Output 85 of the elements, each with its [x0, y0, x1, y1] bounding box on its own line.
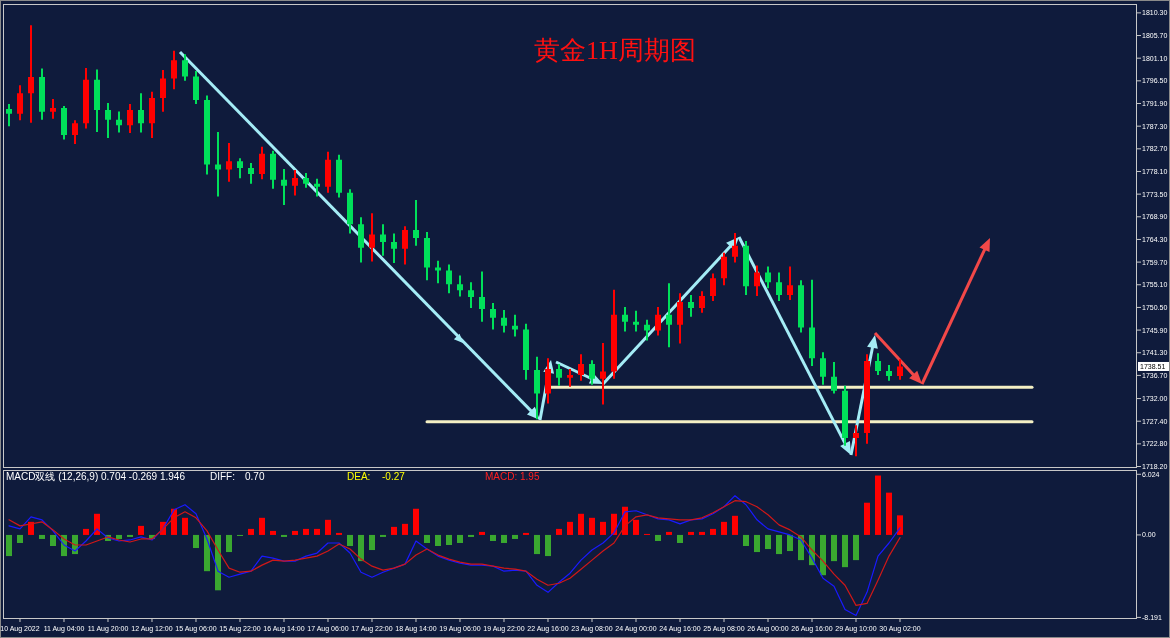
bar	[897, 515, 903, 535]
bar	[754, 534, 760, 553]
bar	[820, 534, 826, 576]
bar	[655, 534, 661, 541]
bar	[39, 534, 45, 539]
bar	[446, 534, 452, 546]
bar	[347, 534, 353, 547]
bar	[468, 534, 474, 537]
bar	[677, 534, 683, 543]
bar	[94, 513, 100, 535]
bar	[578, 513, 584, 535]
bar	[83, 528, 89, 535]
bar	[479, 531, 485, 535]
bar	[523, 532, 529, 535]
candlestick	[633, 310, 639, 332]
bar	[17, 534, 23, 543]
bar	[721, 521, 727, 535]
bar	[842, 534, 848, 568]
annotation: 1.95	[520, 470, 540, 482]
bar	[490, 534, 496, 541]
bar	[864, 502, 870, 535]
bar	[556, 528, 562, 535]
bar	[138, 525, 144, 535]
candlestick	[314, 178, 320, 197]
candlestick	[281, 169, 287, 205]
bar	[182, 517, 188, 535]
bar	[886, 492, 892, 535]
annotation: DEA:	[347, 470, 371, 482]
bar	[699, 531, 705, 535]
bar	[732, 515, 738, 535]
bar	[534, 534, 540, 555]
candlestick	[215, 132, 221, 197]
annotation: MACD:	[485, 470, 518, 482]
bar	[666, 531, 672, 535]
bar	[512, 534, 518, 539]
bar	[369, 534, 375, 551]
bar	[50, 534, 56, 547]
bar	[226, 534, 232, 553]
bar	[336, 532, 342, 535]
bar	[567, 521, 573, 535]
bar	[215, 534, 221, 591]
bar	[831, 534, 837, 562]
annotation: 0.70	[245, 470, 265, 482]
chart-title: MACD双线 (12,26,9) 0.704 -0.269 1.946	[6, 470, 186, 482]
bar	[204, 534, 210, 572]
bar	[600, 521, 606, 535]
bar	[787, 534, 793, 552]
bar	[270, 530, 276, 535]
bar	[424, 534, 430, 543]
bar	[259, 517, 265, 535]
candlestick	[600, 342, 606, 405]
bar	[776, 534, 782, 555]
bar	[611, 513, 617, 535]
bar	[413, 508, 419, 535]
bar	[589, 517, 595, 535]
bar	[875, 475, 881, 535]
bar	[633, 519, 639, 535]
bar	[457, 534, 463, 543]
candlestick	[666, 283, 672, 348]
bar	[358, 534, 364, 562]
bar	[710, 528, 716, 535]
bar	[325, 519, 331, 535]
bar	[391, 526, 397, 535]
bar	[501, 534, 507, 543]
bar	[743, 534, 749, 547]
bar	[688, 531, 694, 535]
bar	[545, 534, 551, 557]
bar	[314, 528, 320, 535]
bar	[248, 528, 254, 535]
bar	[402, 523, 408, 535]
bar	[281, 534, 287, 537]
bar	[6, 534, 12, 557]
text: 黄金1H周期图	[534, 35, 696, 65]
candlestick	[567, 368, 573, 387]
annotation: -0.27	[382, 470, 406, 482]
bar	[303, 528, 309, 535]
bar	[116, 534, 122, 539]
bar	[435, 534, 441, 547]
bar	[380, 534, 386, 537]
annotation: DIFF:	[210, 470, 235, 482]
bar	[193, 534, 199, 549]
bar	[765, 534, 771, 550]
bar	[127, 534, 133, 537]
bar	[853, 534, 859, 561]
bar	[292, 530, 298, 535]
